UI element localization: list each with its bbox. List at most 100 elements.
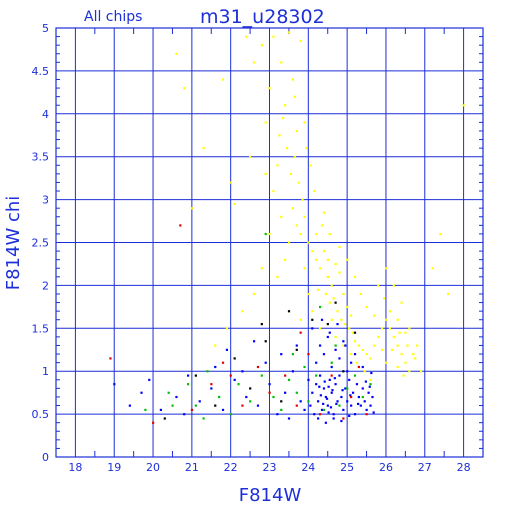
data-point xyxy=(400,301,403,304)
data-point xyxy=(311,318,314,321)
data-point xyxy=(233,202,236,206)
data-point xyxy=(377,335,380,339)
data-point xyxy=(272,35,275,38)
data-point xyxy=(313,413,316,416)
data-point xyxy=(194,374,197,377)
data-point xyxy=(297,181,300,184)
data-point xyxy=(328,232,331,236)
data-point xyxy=(299,232,302,236)
data-point xyxy=(186,383,190,386)
data-point xyxy=(344,387,347,390)
data-point xyxy=(335,402,338,406)
chart-subtitle: All chips xyxy=(84,9,142,25)
data-point xyxy=(351,331,355,334)
data-point xyxy=(344,344,347,347)
data-point xyxy=(221,78,225,81)
plot-frame xyxy=(55,27,484,458)
data-point xyxy=(303,121,306,124)
data-point xyxy=(323,380,326,383)
data-point xyxy=(291,78,294,81)
data-point xyxy=(350,353,353,356)
data-point xyxy=(295,344,298,347)
data-point xyxy=(353,340,357,343)
y-axis-label: F814W chi xyxy=(3,196,24,291)
data-point xyxy=(233,357,236,360)
data-point xyxy=(342,370,345,373)
data-point xyxy=(249,400,252,403)
data-point xyxy=(365,413,368,416)
data-point xyxy=(287,310,291,313)
data-point xyxy=(291,207,294,210)
data-point xyxy=(334,262,337,266)
x-tick-label: 23 xyxy=(263,461,277,474)
data-point xyxy=(357,344,360,347)
data-point xyxy=(390,348,393,351)
data-point xyxy=(317,288,320,291)
data-point xyxy=(342,292,345,296)
data-point xyxy=(322,387,326,390)
data-point xyxy=(363,370,366,373)
data-point xyxy=(311,310,314,313)
data-point xyxy=(408,327,411,330)
data-point xyxy=(318,385,321,388)
data-point xyxy=(408,370,411,373)
data-point xyxy=(361,365,364,369)
data-point xyxy=(260,323,263,326)
data-point xyxy=(330,361,333,364)
data-point xyxy=(264,172,267,176)
data-point xyxy=(299,318,302,321)
data-point xyxy=(260,267,263,270)
data-point xyxy=(278,134,281,137)
data-point xyxy=(361,387,364,390)
data-point xyxy=(334,383,337,386)
data-point xyxy=(381,327,384,330)
data-point xyxy=(365,408,368,412)
data-point xyxy=(313,190,316,193)
data-point xyxy=(334,344,337,347)
data-point xyxy=(280,408,283,412)
data-point xyxy=(311,391,314,394)
data-point xyxy=(372,411,375,414)
data-point xyxy=(287,31,291,34)
y-tick-label: 4 xyxy=(42,108,49,121)
data-point xyxy=(272,190,275,193)
data-point xyxy=(333,377,336,380)
data-point xyxy=(295,404,298,407)
y-tick-label: 5 xyxy=(42,22,49,35)
data-point xyxy=(245,395,248,399)
x-tick-label: 18 xyxy=(68,461,82,474)
data-point xyxy=(342,417,345,420)
data-point xyxy=(322,402,325,406)
data-point xyxy=(332,297,335,300)
data-point xyxy=(317,417,320,420)
data-point xyxy=(330,374,333,377)
data-point xyxy=(350,361,353,364)
data-point xyxy=(225,327,228,330)
data-point xyxy=(324,292,327,296)
data-point xyxy=(315,374,318,377)
data-point xyxy=(287,241,291,244)
data-point xyxy=(303,365,306,369)
data-point xyxy=(318,374,322,377)
data-point xyxy=(330,284,333,287)
data-point xyxy=(414,357,417,360)
data-point xyxy=(342,344,345,347)
data-point xyxy=(330,318,333,321)
data-point xyxy=(326,335,329,339)
data-point xyxy=(264,232,267,236)
data-point xyxy=(276,275,279,279)
x-tick-label: 20 xyxy=(146,461,160,474)
data-point xyxy=(295,348,298,351)
data-point xyxy=(284,374,287,377)
data-point xyxy=(341,389,344,392)
data-point xyxy=(368,385,371,388)
data-point xyxy=(221,361,225,364)
data-point xyxy=(311,327,314,330)
data-point xyxy=(412,353,415,356)
data-point xyxy=(280,61,283,64)
data-point xyxy=(295,129,298,133)
data-point xyxy=(396,344,399,347)
data-point xyxy=(202,147,205,150)
data-point xyxy=(194,404,197,407)
data-point xyxy=(322,408,326,412)
